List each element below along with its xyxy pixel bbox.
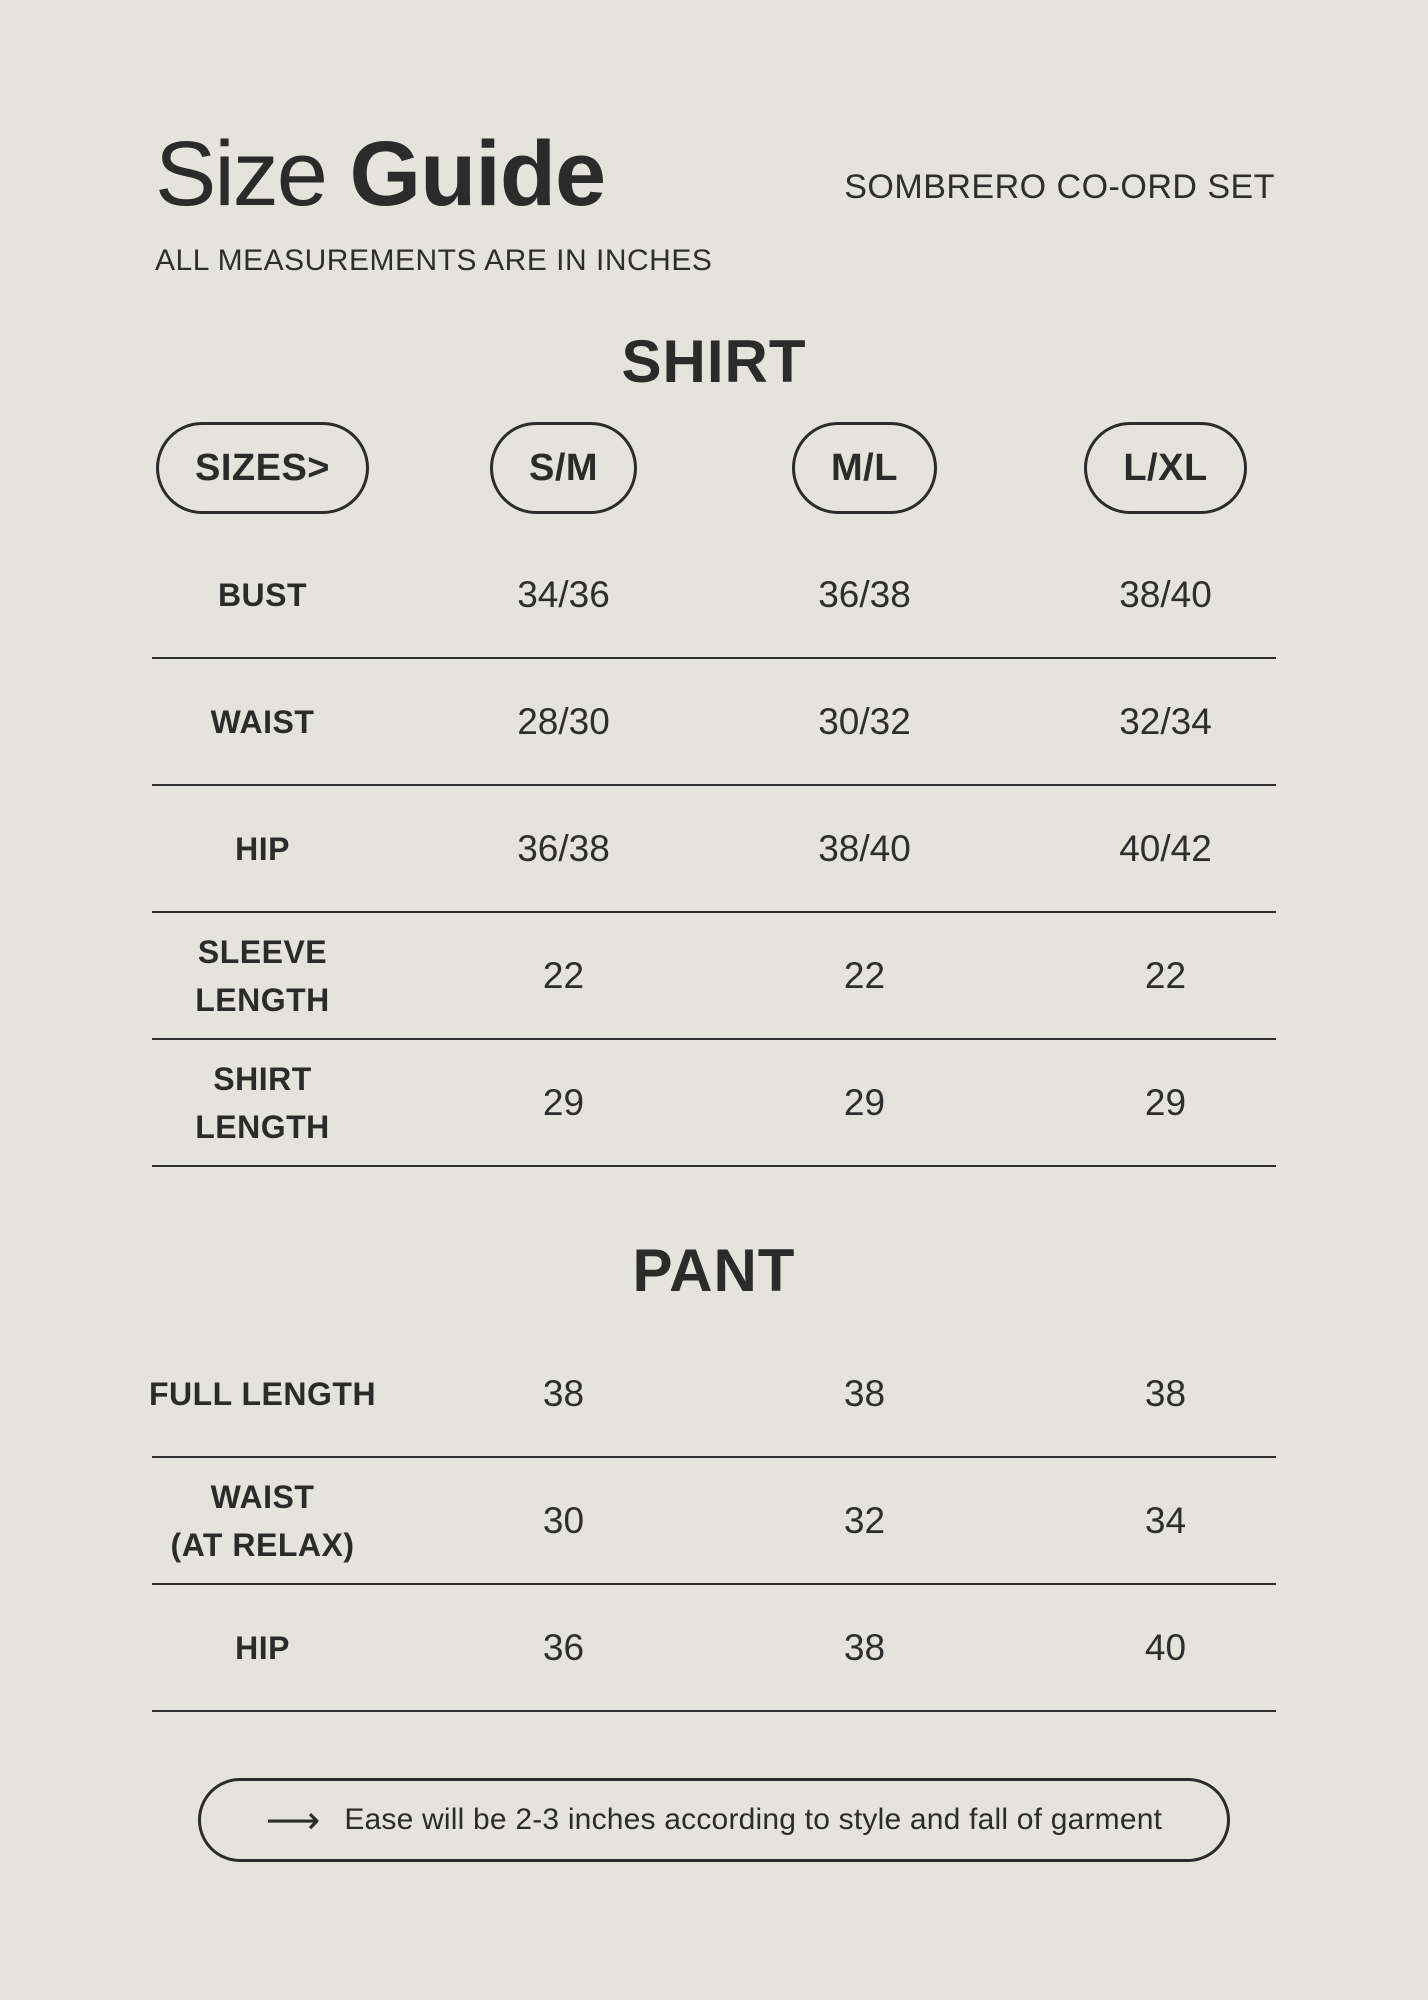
pant-table: FULL LENGTH 38 38 38 WAIST (AT RELAX) 30… [0, 1331, 1428, 1712]
product-name: SOMBRERO CO-ORD SET [844, 168, 1275, 206]
row-value: 38 [843, 1626, 886, 1668]
row-label: SLEEVE LENGTH [195, 933, 330, 1018]
row-label: SHIRT LENGTH [195, 1060, 330, 1145]
row-label: WAIST (AT RELAX) [170, 1478, 355, 1563]
row-value: 29 [1144, 1081, 1187, 1123]
row-value: 22 [843, 954, 886, 996]
row-value: 30 [542, 1499, 585, 1541]
sizes-header-pill: SIZES> [156, 422, 369, 514]
row-value: 34/36 [517, 573, 610, 615]
divider [152, 911, 1276, 913]
row-value: 29 [542, 1081, 585, 1123]
page-title: Size Guide [155, 128, 712, 220]
row-value: 22 [542, 954, 585, 996]
size-pill-sm: S/M [489, 422, 638, 514]
row-value: 34 [1144, 1499, 1187, 1541]
pant-section-title: PANT [632, 1237, 796, 1304]
shirt-table: BUST 34/36 36/38 38/40 WAIST 28/30 30/32… [0, 532, 1428, 1167]
row-value: 38/40 [818, 827, 911, 869]
divider [152, 1456, 1276, 1458]
row-value: 29 [843, 1081, 886, 1123]
row-value: 32 [843, 1499, 886, 1541]
row-value: 38/40 [1119, 573, 1212, 615]
shirt-section-title: SHIRT [621, 328, 807, 395]
row-value: 38 [542, 1372, 585, 1414]
table-row: SLEEVE LENGTH 22 22 22 [112, 913, 1316, 1038]
table-row: HIP 36/38 38/40 40/42 [112, 786, 1316, 911]
divider [152, 1710, 1276, 1712]
size-header-row: SIZES> S/M M/L L/XL [112, 422, 1316, 514]
row-label: HIP [235, 1629, 290, 1666]
row-label: WAIST [210, 703, 315, 740]
size-pill-ml: M/L [792, 422, 937, 514]
table-row: FULL LENGTH 38 38 38 [112, 1331, 1316, 1456]
row-value: 30/32 [818, 700, 911, 742]
row-value: 36/38 [818, 573, 911, 615]
row-value: 36 [542, 1626, 585, 1668]
table-row: WAIST 28/30 30/32 32/34 [112, 659, 1316, 784]
row-value: 32/34 [1119, 700, 1212, 742]
table-row: WAIST (AT RELAX) 30 32 34 [112, 1458, 1316, 1583]
row-value: 38 [1144, 1372, 1187, 1414]
row-value: 40/42 [1119, 827, 1212, 869]
size-pill-lxl: L/XL [1084, 422, 1247, 514]
title-block: Size Guide ALL MEASUREMENTS ARE IN INCHE… [155, 128, 712, 278]
row-label: HIP [235, 830, 290, 867]
divider [152, 1038, 1276, 1040]
table-row: SHIRT LENGTH 29 29 29 [112, 1040, 1316, 1165]
measurements-unit-note: ALL MEASUREMENTS ARE IN INCHES [155, 244, 713, 277]
table-row: HIP 36 38 40 [112, 1585, 1316, 1710]
row-value: 28/30 [517, 700, 610, 742]
row-value: 36/38 [517, 827, 610, 869]
row-value: 40 [1144, 1626, 1187, 1668]
row-value: 38 [843, 1372, 886, 1414]
row-label: BUST [217, 576, 308, 613]
divider [152, 657, 1276, 659]
divider [152, 1583, 1276, 1585]
table-row: BUST 34/36 36/38 38/40 [112, 532, 1316, 657]
header: Size Guide ALL MEASUREMENTS ARE IN INCHE… [0, 0, 1428, 278]
divider [152, 784, 1276, 786]
ease-note-pill: ⟶ Ease will be 2-3 inches according to s… [198, 1778, 1230, 1862]
row-label: FULL LENGTH [148, 1375, 377, 1412]
divider [152, 1165, 1276, 1167]
page-title-light: Size [155, 123, 328, 225]
row-value: 22 [1144, 954, 1187, 996]
long-arrow-right-icon: ⟶ [265, 1798, 321, 1842]
page-title-bold: Guide [349, 123, 607, 225]
ease-note-text: Ease will be 2-3 inches according to sty… [344, 1803, 1163, 1836]
